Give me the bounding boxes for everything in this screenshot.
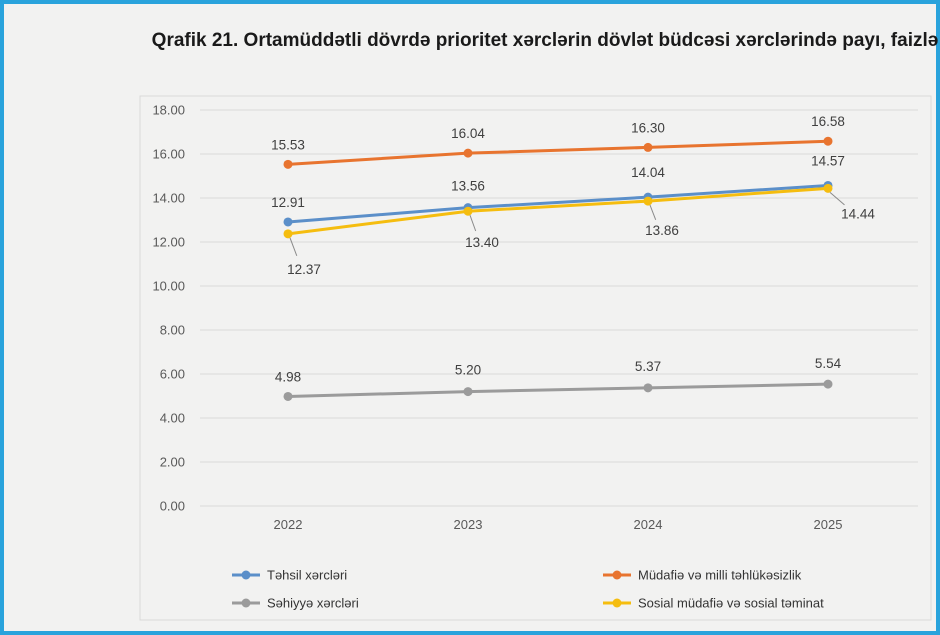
legend-marker	[241, 570, 251, 580]
series-line	[286, 183, 830, 224]
y-tick-label: 4.00	[160, 411, 185, 426]
data-label: 15.53	[271, 137, 305, 152]
data-point	[283, 159, 293, 169]
data-label: 5.20	[455, 363, 481, 378]
legend-marker	[612, 598, 622, 608]
data-point	[463, 387, 473, 397]
y-tick-label: 10.00	[152, 279, 185, 294]
legend-item: Müdafiə və milli təhlükəsizlik	[603, 568, 802, 583]
legend-label: Səhiyyə xərcləri	[267, 596, 359, 611]
data-point	[823, 136, 833, 146]
data-label: 14.04	[631, 165, 665, 180]
data-label: 12.37	[287, 262, 321, 277]
legend-item: Səhiyyə xərcləri	[232, 596, 359, 611]
data-label: 13.56	[451, 179, 485, 194]
leader-line	[829, 191, 845, 206]
data-label: 4.98	[275, 369, 301, 384]
data-label: 13.40	[465, 235, 499, 250]
y-tick-label: 0.00	[160, 499, 185, 514]
data-label: 16.30	[631, 120, 665, 135]
legend-item: Sosial müdafiə və sosial təminat	[603, 596, 824, 611]
y-tick-label: 2.00	[160, 455, 185, 470]
data-point	[643, 142, 653, 152]
y-tick-label: 16.00	[152, 147, 185, 162]
y-tick-label: 6.00	[160, 367, 185, 382]
x-tick-label: 2023	[454, 517, 483, 532]
data-label: 14.44	[841, 206, 875, 221]
legend-label: Sosial müdafiə və sosial təminat	[638, 596, 824, 611]
leader-line	[649, 204, 657, 220]
legend-label: Təhsil xərcləri	[267, 568, 347, 583]
x-tick-label: 2024	[634, 517, 663, 532]
legend-marker	[612, 570, 622, 580]
data-point	[283, 217, 293, 227]
data-label: 13.86	[645, 223, 679, 238]
data-point	[643, 196, 653, 206]
data-point	[463, 148, 473, 158]
data-label: 16.04	[451, 126, 485, 141]
legend-marker	[241, 598, 251, 608]
data-point	[823, 379, 833, 389]
y-tick-label: 8.00	[160, 323, 185, 338]
legend-label: Müdafiə və milli təhlükəsizlik	[638, 568, 802, 583]
leader-line	[469, 215, 477, 232]
data-point	[283, 391, 293, 401]
leader-line	[289, 237, 298, 257]
legend-item: Təhsil xərcləri	[232, 568, 347, 583]
data-point	[463, 206, 473, 216]
data-point	[823, 183, 833, 193]
data-point	[283, 229, 293, 239]
x-tick-label: 2022	[274, 517, 303, 532]
data-point	[643, 383, 653, 393]
data-label: 14.57	[811, 153, 845, 168]
y-tick-label: 18.00	[152, 103, 185, 118]
chart-title: Qrafik 21. Ortamüddətli dövrdə prioritet…	[151, 30, 939, 51]
plot-area	[139, 95, 932, 621]
series-line	[286, 186, 830, 236]
data-label: 16.58	[811, 114, 845, 129]
series-line	[286, 139, 830, 166]
data-label: 5.54	[815, 356, 842, 371]
x-tick-label: 2025	[814, 517, 843, 532]
data-label: 12.91	[271, 195, 305, 210]
data-label: 5.37	[635, 359, 661, 374]
y-tick-label: 12.00	[152, 235, 185, 250]
y-tick-label: 14.00	[152, 191, 185, 206]
series-line	[286, 382, 830, 398]
